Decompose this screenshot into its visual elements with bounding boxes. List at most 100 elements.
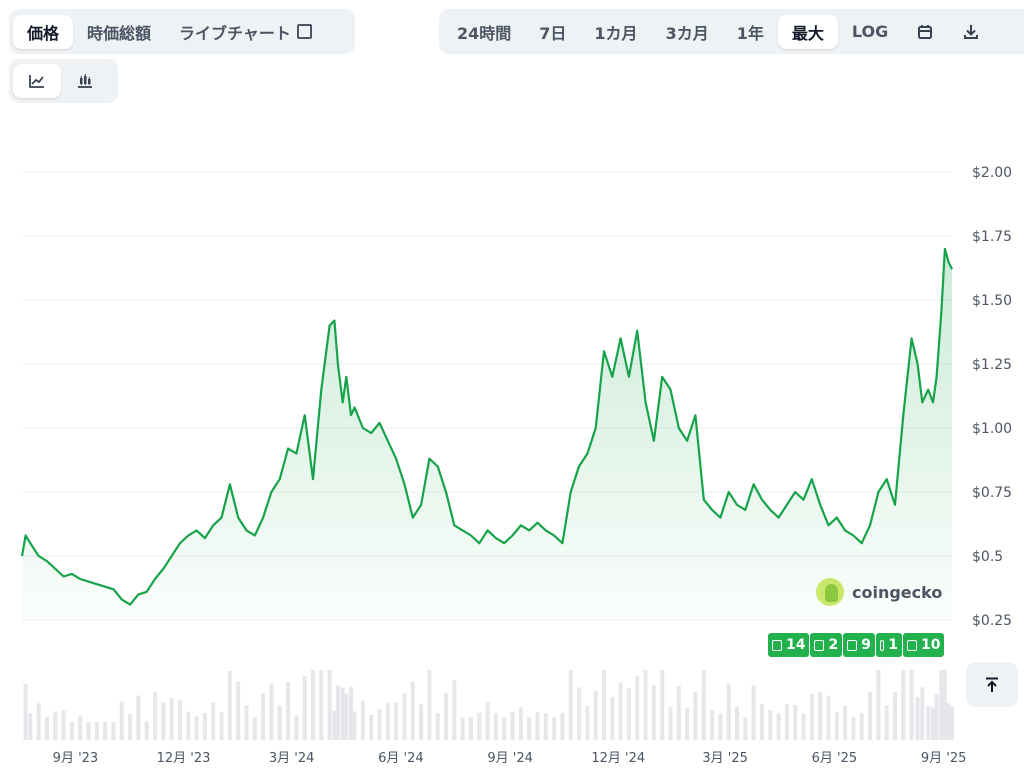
volume-bar [360, 700, 365, 740]
range-3m[interactable]: 3カ月 [665, 23, 709, 43]
news-badge[interactable]: 14 [768, 633, 810, 657]
coingecko-watermark: coingecko [816, 578, 942, 606]
news-icon [814, 639, 825, 651]
tab-market-cap[interactable]: 時価総額 [87, 23, 152, 43]
price-area [22, 248, 952, 621]
volume-bar [884, 705, 889, 740]
candlestick-button[interactable] [61, 64, 109, 98]
line-chart-icon [29, 75, 44, 88]
volume-bar [535, 712, 540, 740]
line-chart-button[interactable] [13, 64, 61, 98]
x-tick-label: 9月 '24 [487, 751, 533, 766]
news-badge[interactable]: 10 [902, 633, 945, 657]
news-badge[interactable]: 2 [810, 633, 843, 657]
volume-bar [177, 700, 182, 740]
y-tick-label: $0.25 [972, 613, 1012, 629]
price-line [20, 247, 953, 606]
volume-bar [568, 670, 573, 740]
volume-bar [834, 712, 839, 740]
volume-bar [61, 710, 66, 740]
volume-bar [78, 716, 83, 740]
volume-bar [144, 721, 149, 740]
volume-bar [186, 711, 191, 740]
volume-bar [784, 704, 789, 740]
calendar-icon [918, 24, 933, 39]
volume-bar [103, 722, 108, 740]
volume-bar [369, 715, 374, 740]
volume-bar [942, 670, 947, 740]
volume-bar [809, 693, 814, 740]
volume-bar [726, 683, 731, 740]
volume-bar [435, 713, 440, 740]
range-max[interactable]: 最大 [777, 14, 838, 49]
volume-bar [460, 717, 465, 740]
volume-bar [930, 707, 935, 740]
volume-bar [735, 706, 740, 740]
x-tick-label: 12月 '24 [591, 751, 645, 766]
range-7d[interactable]: 7日 [539, 23, 567, 43]
volume-bar [593, 691, 598, 740]
volume-bar [28, 712, 33, 740]
chart-tabs: 価格 時価総額 ライブチャート [9, 9, 355, 54]
volume-bar [136, 695, 141, 740]
volume-bar [759, 703, 764, 740]
volume-bar [801, 713, 806, 740]
volume-bar [394, 702, 399, 740]
volume-bar [685, 707, 690, 740]
tab-live-chart[interactable]: ライブチャート [165, 15, 326, 49]
news-icon [906, 639, 917, 651]
volume-bar [427, 670, 432, 740]
volume-bar [892, 691, 897, 740]
volume-bar [86, 722, 91, 740]
x-tick-label: 6月 '25 [812, 751, 858, 766]
volume-bars [23, 670, 954, 740]
volume-bar [352, 711, 357, 740]
volume-bar [349, 686, 354, 740]
volume-bar [377, 709, 382, 740]
news-icon [879, 639, 885, 651]
x-tick-label: 6月 '24 [378, 751, 424, 766]
volume-bar [410, 681, 415, 740]
volume-bar [926, 706, 931, 740]
range-24h[interactable]: 24時間 [457, 23, 512, 43]
volume-bar [577, 687, 582, 740]
volume-bar [327, 670, 332, 740]
x-tick-label: 3月 '24 [269, 751, 315, 766]
news-badge[interactable]: 1 [875, 633, 902, 657]
volume-bar [934, 693, 939, 740]
volume-bar [477, 712, 482, 740]
range-1m[interactable]: 1カ月 [594, 23, 638, 43]
volume-bar [277, 705, 282, 740]
news-badge[interactable]: 9 [843, 633, 875, 657]
volume-bar [128, 713, 133, 740]
x-tick-label: 9月 '23 [53, 751, 99, 766]
volume-bar [53, 711, 58, 740]
candlestick-icon [78, 74, 92, 88]
calendar-button[interactable] [902, 15, 948, 49]
download-button[interactable] [948, 15, 994, 49]
volume-bar [676, 686, 681, 740]
volume-bar [710, 710, 715, 740]
volume-bar [851, 717, 856, 740]
volume-bar [169, 698, 174, 740]
volume-bar [618, 682, 623, 740]
volume-bar [518, 707, 523, 740]
volume-bar [626, 688, 631, 740]
volume-bar [244, 705, 249, 740]
scroll-top-button[interactable] [966, 662, 1018, 707]
range-log[interactable]: LOG [851, 22, 889, 41]
volume-bar [610, 697, 615, 740]
volume-bar [444, 692, 449, 740]
volume-bar [915, 697, 920, 740]
volume-bar [23, 684, 28, 740]
volume-bar [402, 693, 407, 740]
volume-bar [153, 692, 158, 740]
range-1y[interactable]: 1年 [736, 23, 764, 43]
volume-bar [219, 712, 224, 740]
volume-bar [585, 706, 590, 740]
news-icon [847, 639, 858, 651]
volume-bar [552, 717, 557, 740]
volume-bar [643, 670, 648, 740]
tab-price[interactable]: 価格 [13, 14, 74, 49]
